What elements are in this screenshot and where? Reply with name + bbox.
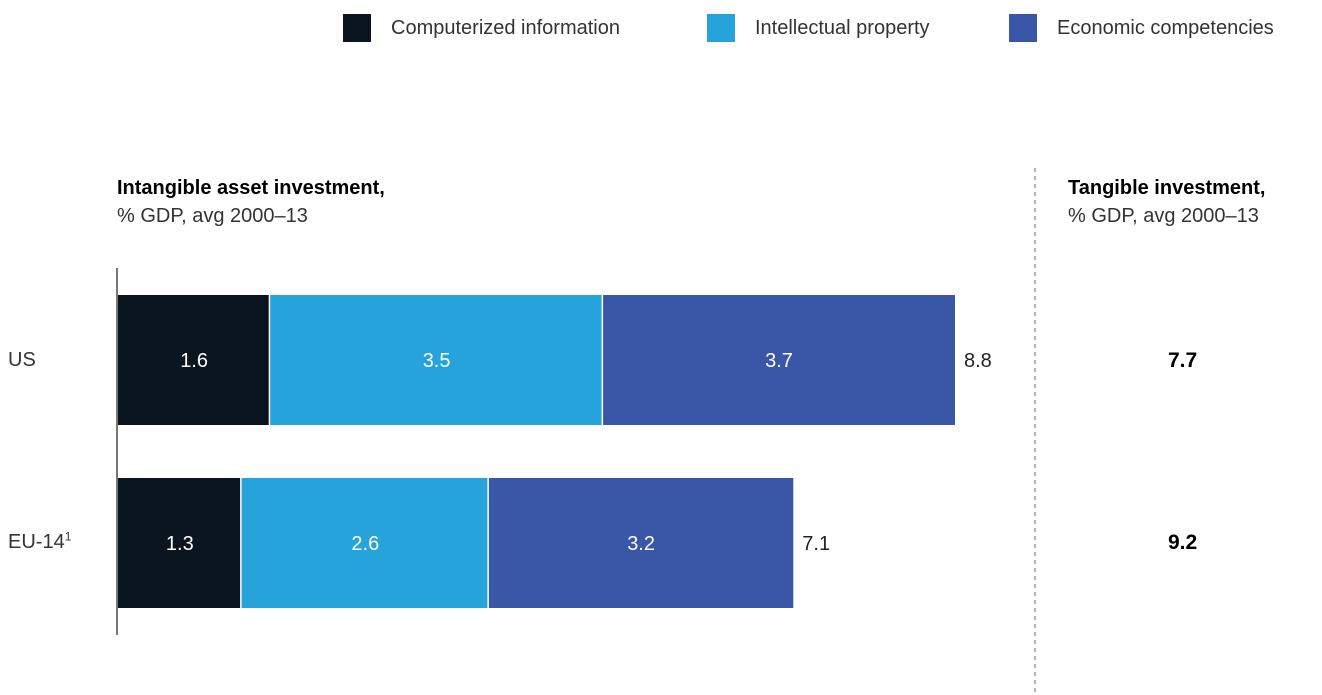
bar-us-economic [603, 295, 955, 425]
tangible-value-eu14: 9.2 [1168, 531, 1198, 554]
bar-eu14-computerized [118, 478, 241, 608]
total-label-eu14: 7.1 [802, 533, 830, 555]
bar-label-eu14-intellectual: 2.6 [351, 533, 379, 555]
bar-label-us-economic: 3.7 [765, 350, 793, 372]
bar-eu14-economic [488, 478, 794, 608]
legend-swatch-computerized [343, 14, 371, 42]
legend-swatch-intellectual [707, 14, 735, 42]
legend-label-intellectual: Intellectual property [755, 16, 930, 39]
legend-item-economic: Economic competencies [1009, 14, 1274, 42]
tangible-value-us: 7.7 [1168, 349, 1198, 372]
row-label-us-text: US [8, 349, 36, 371]
intangible-panel-title: Intangible asset investment, % GDP, avg … [117, 174, 385, 230]
row-label-eu14-text: EU-14 [8, 531, 65, 553]
legend-label-economic: Economic competencies [1057, 16, 1274, 39]
tangible-title-sub: % GDP, avg 2000–13 [1068, 205, 1259, 227]
bar-us-computerized [118, 295, 269, 425]
bar-label-us-computerized: 1.6 [180, 350, 208, 372]
bar-us-intellectual [270, 295, 602, 425]
intangible-title-sub: % GDP, avg 2000–13 [117, 205, 308, 227]
row-label-us: US [8, 349, 36, 372]
bar-label-eu14-computerized: 1.3 [166, 533, 194, 555]
bars-group: 1.6 3.5 3.7 8.8 1.3 2.6 3.2 7.1 [118, 295, 992, 608]
legend-swatch-economic [1009, 14, 1037, 42]
tangible-title-bold: Tangible investment, [1068, 177, 1266, 199]
legend-label-computerized: Computerized information [391, 16, 620, 39]
total-label-us: 8.8 [964, 350, 992, 372]
row-label-eu14: EU-141 [8, 529, 72, 554]
bar-label-us-intellectual: 3.5 [423, 350, 451, 372]
legend-item-intellectual: Intellectual property [707, 14, 930, 42]
intangible-title-bold: Intangible asset investment, [117, 177, 385, 199]
tangible-panel-title: Tangible investment, % GDP, avg 2000–13 [1068, 174, 1265, 230]
bar-label-eu14-economic: 3.2 [627, 533, 655, 555]
legend-item-computerized: Computerized information [343, 14, 620, 42]
bar-eu14-intellectual [241, 478, 488, 608]
row-label-eu14-footnote: 1 [64, 529, 72, 544]
